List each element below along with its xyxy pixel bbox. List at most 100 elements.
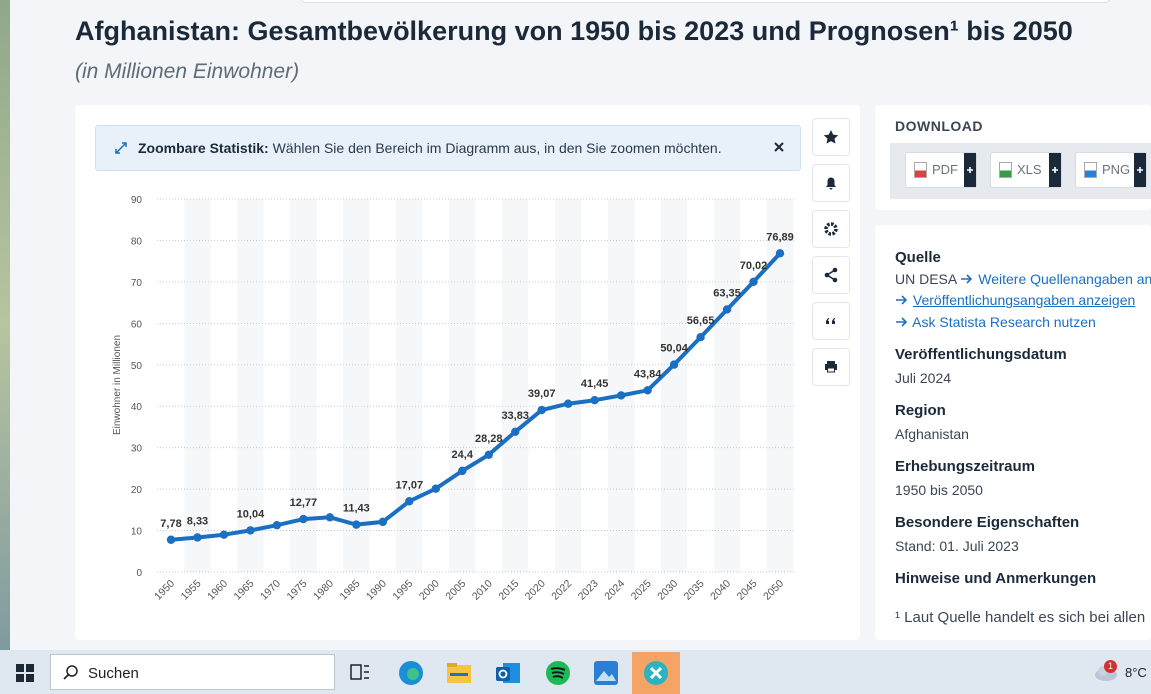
- research-link[interactable]: Ask Statista Research nutzen: [912, 314, 1096, 330]
- subtitle: (in Millionen Einwohner): [75, 60, 300, 83]
- outlook-icon[interactable]: [495, 660, 521, 686]
- point: [193, 533, 202, 542]
- alert-button[interactable]: [812, 164, 850, 202]
- search-box[interactable]: Suchen: [50, 654, 335, 690]
- point: [722, 305, 732, 314]
- download-button[interactable]: XLS: [990, 152, 1062, 188]
- detail-heading: Erhebungszeitraum: [895, 458, 1036, 475]
- publication-link[interactable]: Veröffentlichungsangaben anzeigen: [912, 292, 1136, 308]
- line: [170, 251, 782, 542]
- value-label: 43,84: [634, 368, 662, 380]
- column-stripe: [343, 199, 370, 572]
- source-name: UN DESA: [895, 271, 957, 287]
- notes-heading: Hinweise und Anmerkungen: [895, 570, 1097, 587]
- expand-icon: [115, 142, 127, 154]
- active-app[interactable]: [632, 652, 680, 694]
- share-button[interactable]: [812, 256, 850, 294]
- y-tick-label: 80: [131, 236, 143, 247]
- print-button[interactable]: [812, 348, 850, 386]
- point: [749, 277, 758, 287]
- value-label: 7,78: [160, 518, 181, 530]
- y-tick-label: 30: [131, 444, 143, 455]
- y-axis-title: Einwohner in Millionen: [112, 335, 123, 435]
- arrow-icon: [961, 274, 973, 284]
- plus-button[interactable]: [1049, 153, 1061, 187]
- explorer-icon[interactable]: [446, 660, 472, 686]
- value-label: 11,43: [343, 503, 370, 515]
- x-tick-label: 2050: [761, 578, 786, 603]
- point: [325, 513, 335, 522]
- point: [458, 466, 467, 476]
- task-view[interactable]: [350, 662, 370, 682]
- format-icon: [1084, 162, 1097, 178]
- source-line: UN DESA Weitere Quellenangaben anz: [895, 271, 1151, 287]
- spotify-icon[interactable]: [545, 660, 571, 686]
- download-button[interactable]: PNG: [1075, 152, 1147, 188]
- x-tick-label: 1950: [152, 578, 177, 603]
- settings-button[interactable]: [812, 210, 850, 248]
- y-tick-label: 70: [131, 278, 143, 289]
- x-tick-label: 1955: [179, 578, 204, 603]
- value-label: 50,04: [660, 343, 688, 355]
- x-tick-label: 2000: [417, 578, 442, 603]
- download-label: PDF: [932, 162, 958, 177]
- source-link[interactable]: Weitere Quellenangaben anz: [978, 271, 1151, 287]
- column-stripe: [184, 199, 211, 572]
- x-tick-label: 2023: [576, 578, 601, 603]
- plus-button[interactable]: [964, 153, 976, 187]
- column-stripe: [449, 199, 476, 572]
- edge-icon[interactable]: [398, 660, 424, 686]
- value-label: 33,83: [501, 410, 529, 422]
- link-line: Ask Statista Research nutzen: [895, 314, 1096, 330]
- notes-text: ¹ Laut Quelle handelt es sich bei allen: [895, 609, 1146, 626]
- value-label: 70,02: [740, 260, 768, 272]
- search-bar-edge: [300, 0, 1110, 3]
- detail-heading: Region: [895, 402, 946, 419]
- x-tick-label: 1970: [258, 578, 283, 603]
- point: [299, 514, 308, 524]
- cite-button[interactable]: [812, 302, 850, 340]
- x-tick-label: 1985: [337, 578, 362, 603]
- point: [166, 535, 176, 544]
- x-tick-label: 2045: [735, 578, 760, 603]
- point: [431, 484, 440, 493]
- x-tick-label: 2015: [496, 578, 521, 603]
- temperature: 8°C: [1125, 665, 1147, 680]
- photos-icon[interactable]: [593, 660, 619, 686]
- detail-text: Juli 2024: [895, 370, 952, 386]
- title: Afghanistan: Gesamtbevölkerung von 1950 …: [75, 16, 1073, 46]
- x-tick-label: 2005: [443, 578, 468, 603]
- start-button[interactable]: [16, 664, 34, 682]
- download-label: PNG: [1102, 162, 1131, 177]
- value-label: 10,04: [237, 508, 265, 520]
- plus-button[interactable]: [1134, 153, 1146, 187]
- point: [775, 249, 785, 258]
- download-button[interactable]: PDF: [905, 152, 977, 188]
- point: [590, 396, 599, 405]
- close-button[interactable]: [773, 141, 785, 153]
- x-tick-label: 2024: [602, 578, 627, 603]
- column-stripe: [660, 199, 688, 572]
- point: [272, 520, 282, 530]
- x-tick-label: 2022: [549, 578, 574, 603]
- y-tick-label: 90: [131, 195, 143, 206]
- point: [484, 450, 493, 459]
- value-label: 76,89: [766, 231, 794, 243]
- favorite-button[interactable]: [812, 118, 850, 156]
- column-stripe: [554, 199, 582, 572]
- detail-text: Afghanistan: [895, 426, 969, 442]
- column-stripe: [290, 199, 317, 572]
- banner-text: Wählen Sie den Bereich im Diagramm aus, …: [272, 140, 722, 156]
- x-tick-label: 1965: [232, 578, 257, 603]
- point: [219, 530, 229, 539]
- link-line: Veröffentlichungsangaben anzeigen: [895, 292, 1135, 308]
- x-tick-label: 2030: [655, 578, 680, 603]
- search-placeholder: Suchen: [88, 665, 139, 682]
- y-tick-label: 20: [131, 485, 143, 496]
- x-tick-label: 1995: [390, 578, 415, 603]
- x-tick-label: 1975: [285, 578, 310, 603]
- detail-heading: Veröffentlichungsdatum: [895, 346, 1067, 363]
- arrow-icon: [896, 295, 908, 305]
- x-tick-label: 2040: [708, 578, 733, 603]
- point: [537, 405, 546, 415]
